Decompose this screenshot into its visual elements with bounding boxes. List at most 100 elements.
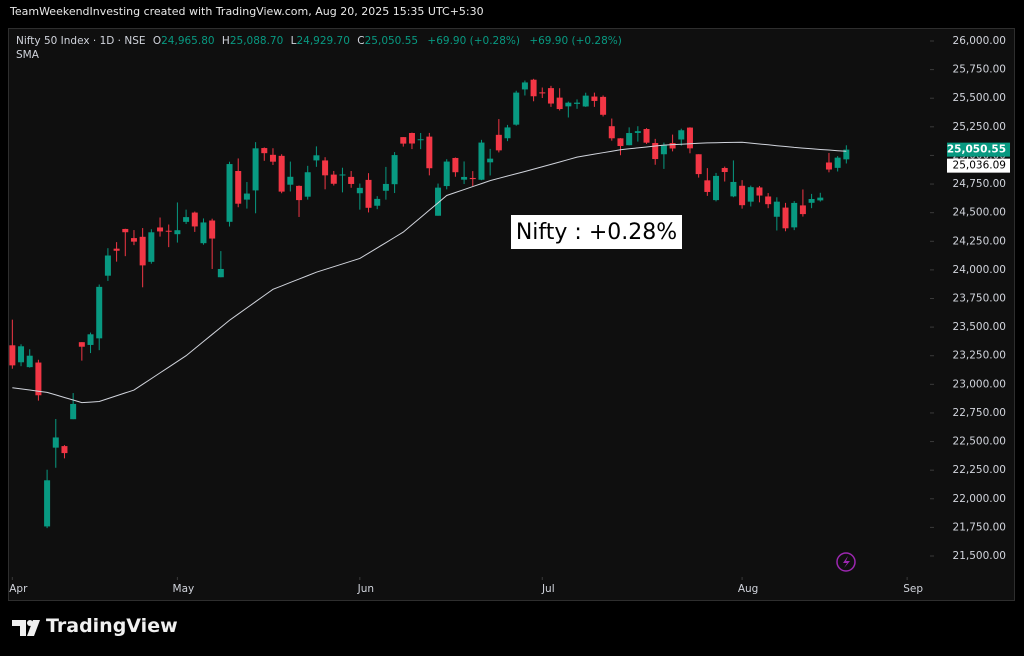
y-tick-label: 24,500.00 (953, 207, 1006, 219)
candle-body (130, 238, 137, 242)
y-tick-label: 23,000.00 (953, 378, 1006, 390)
legend-value: 25,088.70 (229, 35, 284, 47)
candle-body (287, 176, 294, 185)
candle-body (747, 187, 754, 202)
candle-body (269, 154, 276, 162)
candle-body (487, 158, 494, 163)
y-tick-label: 25,750.00 (953, 64, 1006, 76)
y-tick-label: 22,250.00 (953, 464, 1006, 476)
candle-body (52, 437, 59, 448)
legend-key: O (152, 35, 162, 47)
candle-body (652, 143, 659, 160)
candle-body (9, 345, 16, 366)
y-tick-label: 23,250.00 (953, 350, 1006, 362)
y-tick-label: 26,000.00 (953, 35, 1006, 47)
sma-line (12, 141, 847, 404)
candle-body (843, 149, 850, 160)
candle-body (478, 142, 485, 180)
alert-circle[interactable] (836, 552, 856, 572)
candle-body (348, 176, 355, 184)
candle-body (226, 164, 233, 222)
logo-shape (12, 620, 26, 636)
candle-body (574, 102, 581, 104)
alert-icon[interactable] (836, 552, 856, 572)
candle-body (61, 446, 68, 454)
legend-row: Nifty 50 Index · 1D · NSE O24,965.80 H25… (16, 34, 622, 48)
candle-body (44, 480, 51, 527)
annotation-text: Nifty : +0.28% (516, 220, 677, 245)
sma-legend: SMA (16, 49, 39, 61)
sma-last-label: 25,036.09 (953, 160, 1006, 172)
candle-body (391, 155, 398, 185)
candle-body (148, 232, 155, 262)
candle-body (296, 185, 303, 201)
x-tick-label: May (173, 583, 195, 595)
y-tick-label: 25,250.00 (953, 121, 1006, 133)
candle-body (217, 268, 224, 278)
candle-body (382, 183, 389, 191)
candle-body (513, 92, 520, 125)
candle-body (157, 227, 164, 232)
candle-body (556, 97, 563, 110)
candle-body (504, 127, 511, 139)
candle-body (417, 139, 424, 141)
candle-body (808, 198, 815, 203)
candle-body (443, 161, 450, 187)
x-tick-label: Sep (903, 583, 923, 595)
x-tick-label: Jun (357, 583, 374, 595)
candle-body (669, 143, 676, 149)
candle-body (304, 172, 311, 197)
candle-body (713, 175, 720, 201)
legend-value: 25,050.55 (364, 35, 419, 47)
footer-logo: TradingView (46, 615, 178, 637)
legend-change: +69.90 (+0.28%) (529, 35, 622, 47)
candle-body (374, 198, 381, 206)
last-price-label: 25,050.55 (947, 144, 1006, 156)
candle-body (400, 137, 407, 144)
legend-row: SMA (16, 48, 622, 62)
candle-body (565, 102, 572, 107)
candle-body (26, 355, 33, 368)
candle-body (139, 236, 146, 266)
candle-body (365, 179, 372, 208)
legend-key: H (221, 35, 230, 47)
y-tick-label: 24,000.00 (953, 264, 1006, 276)
candle-body (113, 248, 120, 251)
candle-body (643, 129, 650, 143)
sma-last-box (947, 158, 1010, 173)
x-tick-label: Jul (541, 583, 555, 595)
candle-body (313, 155, 320, 161)
legend-value: 24,965.80 (161, 35, 215, 47)
candle-body (626, 133, 633, 146)
candle-body (817, 197, 824, 201)
candle-body (799, 205, 806, 215)
y-tick-label: 23,500.00 (953, 321, 1006, 333)
candle-body (426, 136, 433, 169)
candle-body (408, 132, 415, 144)
y-tick-label: 21,500.00 (953, 550, 1006, 562)
candle-body (78, 342, 85, 347)
candle-body (756, 187, 763, 196)
candle-body (617, 138, 624, 147)
candle-body (209, 220, 216, 239)
logo-slash (27, 620, 40, 636)
y-tick-label: 24,750.00 (953, 178, 1006, 190)
y-tick-label: 22,500.00 (953, 436, 1006, 448)
y-tick-label: 24,250.00 (953, 235, 1006, 247)
legend: Nifty 50 Index · 1D · NSE O24,965.80 H25… (16, 34, 622, 62)
alert-bolt[interactable] (843, 556, 850, 568)
candle-body (104, 255, 111, 276)
candle-body (435, 187, 442, 216)
candle-body (782, 207, 789, 229)
annotation-box: Nifty : +0.28% (511, 215, 682, 249)
candle-body (608, 126, 615, 139)
candle-body (35, 362, 42, 396)
logo-icon (12, 620, 40, 636)
annotation-bg (511, 215, 682, 249)
candle-body (183, 217, 190, 222)
legend-key: L (290, 35, 297, 47)
candle-body (174, 230, 181, 235)
candle-body (591, 96, 598, 101)
candle-body (539, 92, 546, 94)
symbol: Nifty 50 Index · 1D · NSE (16, 35, 146, 47)
